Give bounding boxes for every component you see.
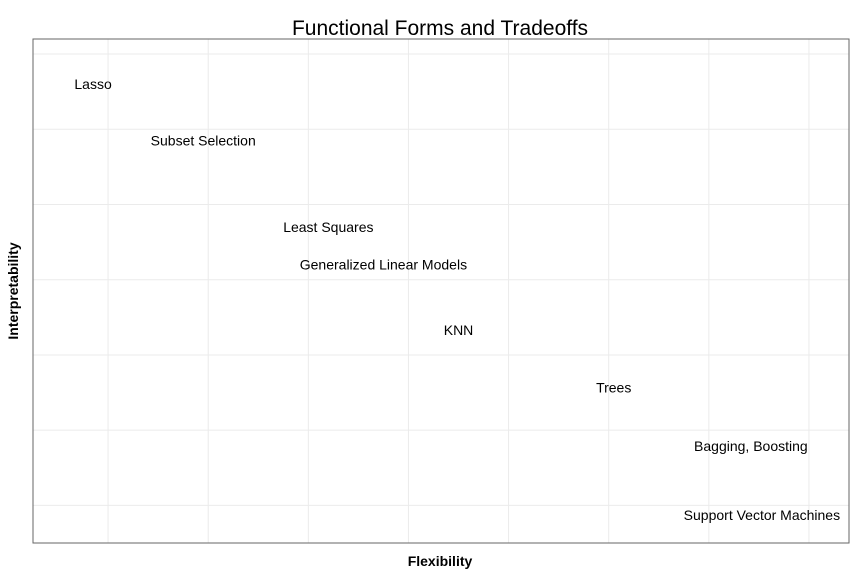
point-label: KNN <box>444 322 474 338</box>
point-label: Generalized Linear Models <box>300 257 467 273</box>
point-label: Support Vector Machines <box>684 507 840 523</box>
point-label: Trees <box>596 379 631 395</box>
y-axis-label: Interpretability <box>5 242 21 339</box>
point-label: Bagging, Boosting <box>694 438 808 454</box>
point-label: Subset Selection <box>151 133 256 149</box>
point-label: Least Squares <box>283 219 373 235</box>
point-label: Lasso <box>74 76 112 92</box>
x-axis-label: Flexibility <box>408 553 473 569</box>
point-labels: Lasso Subset Selection Least Squares Genera… <box>74 76 840 523</box>
chart-title: Functional Forms and Tradeoffs <box>292 17 588 40</box>
grid-layer <box>33 39 849 543</box>
plot-panel <box>32 38 850 544</box>
